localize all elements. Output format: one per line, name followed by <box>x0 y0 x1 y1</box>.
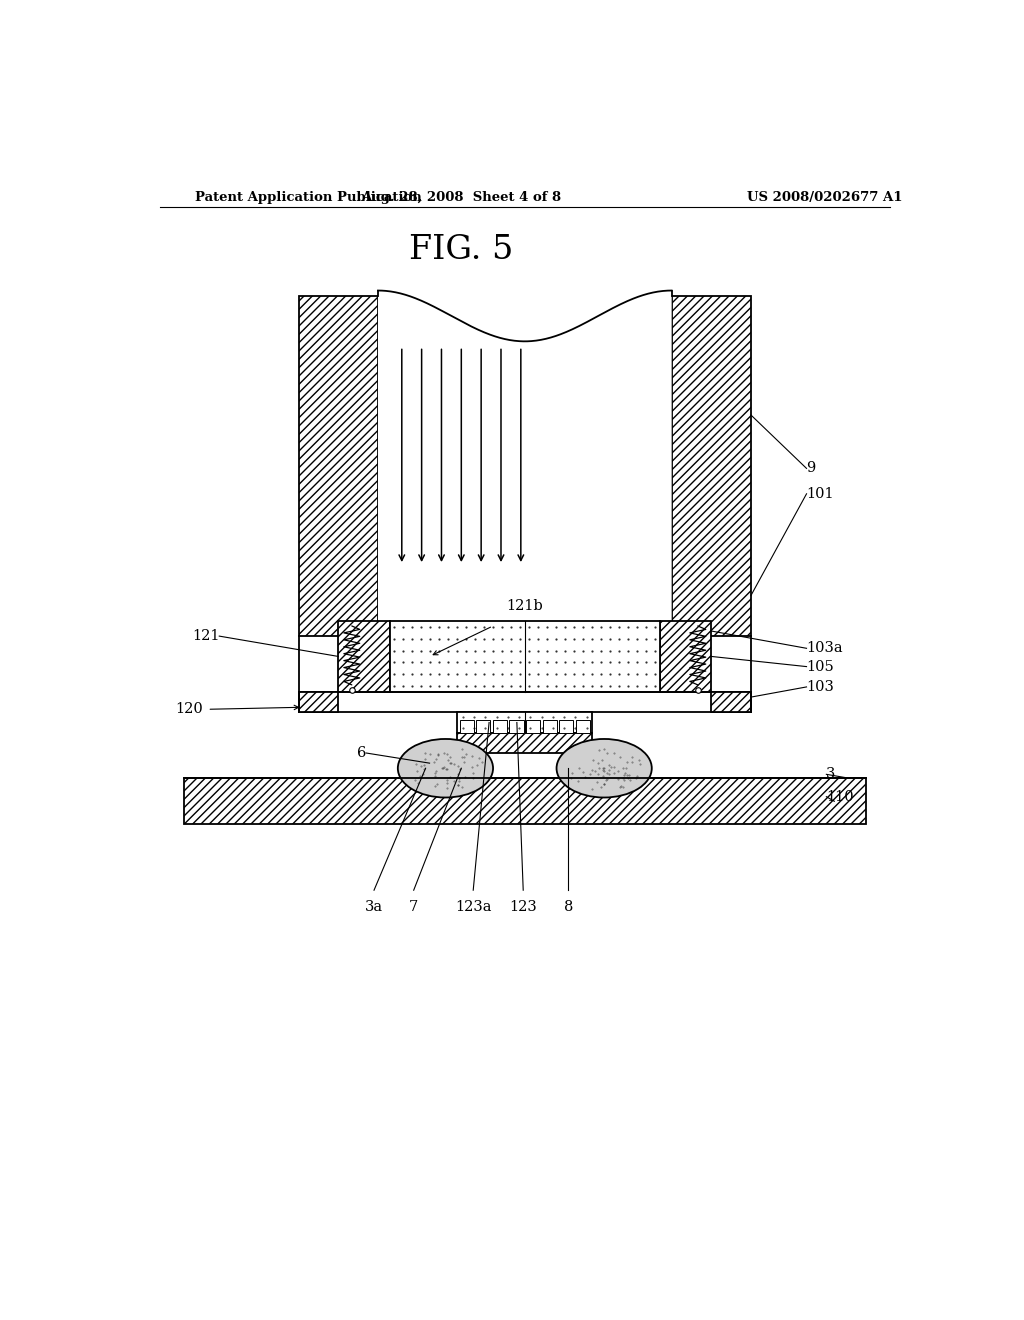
Text: 9: 9 <box>807 462 816 475</box>
Text: 103: 103 <box>807 680 835 694</box>
Text: 3: 3 <box>826 767 836 781</box>
Text: FIG. 5: FIG. 5 <box>410 234 513 265</box>
Polygon shape <box>458 713 592 733</box>
Polygon shape <box>338 620 390 692</box>
Polygon shape <box>460 721 474 733</box>
Text: 8: 8 <box>564 900 573 915</box>
Polygon shape <box>390 620 659 692</box>
Text: 105: 105 <box>807 660 835 673</box>
Ellipse shape <box>398 739 494 797</box>
Text: 123: 123 <box>509 900 537 915</box>
Ellipse shape <box>557 739 651 797</box>
Text: 103a: 103a <box>807 642 843 655</box>
Text: 123a: 123a <box>455 900 492 915</box>
Text: 121b: 121b <box>507 598 543 612</box>
Polygon shape <box>476 721 490 733</box>
Polygon shape <box>659 620 712 692</box>
Polygon shape <box>712 692 751 713</box>
Text: 101: 101 <box>807 487 835 500</box>
Polygon shape <box>183 779 866 824</box>
Polygon shape <box>378 290 672 636</box>
Text: Patent Application Publication: Patent Application Publication <box>196 190 422 203</box>
Text: 121: 121 <box>191 630 219 643</box>
Text: 120: 120 <box>176 702 204 717</box>
Text: 7: 7 <box>409 900 419 915</box>
Text: Aug. 28, 2008  Sheet 4 of 8: Aug. 28, 2008 Sheet 4 of 8 <box>361 190 561 203</box>
Polygon shape <box>526 721 541 733</box>
Polygon shape <box>493 721 507 733</box>
Text: 110: 110 <box>826 789 854 804</box>
Polygon shape <box>509 721 523 733</box>
Polygon shape <box>543 721 557 733</box>
Polygon shape <box>299 692 338 713</box>
Text: 6: 6 <box>356 746 367 760</box>
Polygon shape <box>559 721 573 733</box>
Text: US 2008/0202677 A1: US 2008/0202677 A1 <box>748 190 902 203</box>
Text: 3a: 3a <box>365 900 383 915</box>
Polygon shape <box>575 721 590 733</box>
Polygon shape <box>458 733 592 752</box>
Polygon shape <box>672 296 751 636</box>
Polygon shape <box>299 296 378 636</box>
